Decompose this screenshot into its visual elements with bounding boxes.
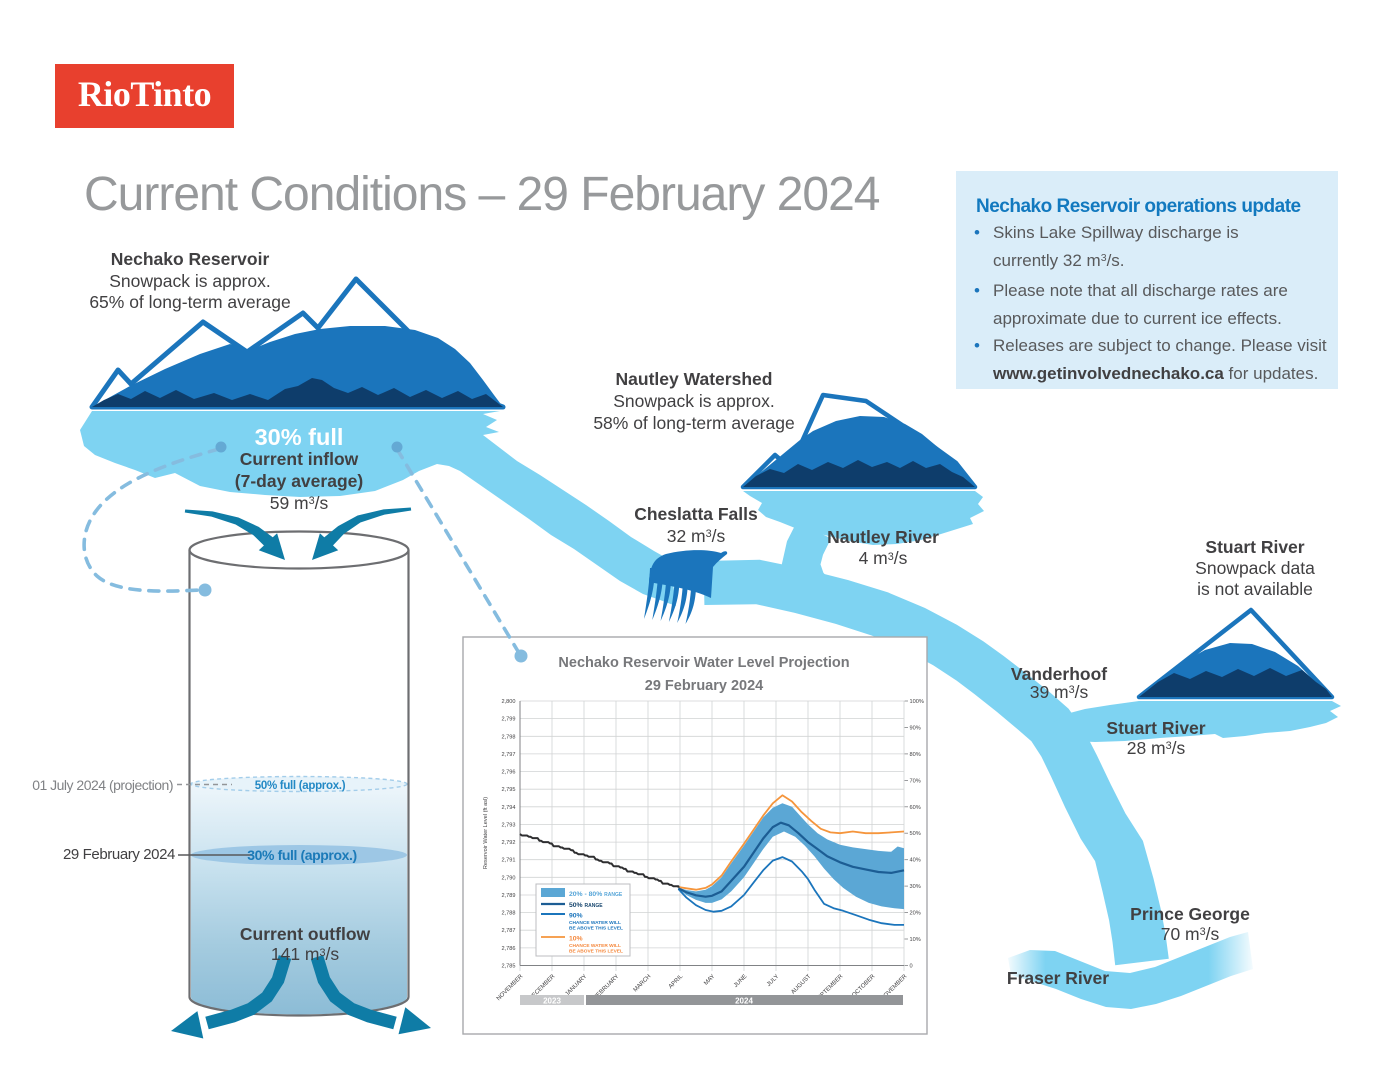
svg-text:BE ABOVE THIS LEVEL: BE ABOVE THIS LEVEL xyxy=(569,926,623,932)
svg-text:30%: 30% xyxy=(910,884,921,890)
svg-text:2,797: 2,797 xyxy=(502,752,516,758)
svg-text:2,788: 2,788 xyxy=(502,911,516,917)
svg-text:CHANCE WATER WILL: CHANCE WATER WILL xyxy=(569,943,621,949)
svg-text:10%: 10% xyxy=(910,937,921,943)
svg-text:Reservoir Water Level (ft asl): Reservoir Water Level (ft asl) xyxy=(483,797,489,869)
svg-text:2,798: 2,798 xyxy=(502,734,516,740)
svg-text:100%: 100% xyxy=(910,699,924,705)
svg-text:50% RANGE: 50% RANGE xyxy=(569,902,603,909)
svg-text:2,789: 2,789 xyxy=(502,893,516,899)
svg-text:60%: 60% xyxy=(910,805,921,811)
svg-text:90%: 90% xyxy=(569,913,583,920)
svg-text:2023: 2023 xyxy=(543,997,561,1006)
svg-text:BE ABOVE THIS LEVEL: BE ABOVE THIS LEVEL xyxy=(569,949,623,955)
svg-text:20% - 80% RANGE: 20% - 80% RANGE xyxy=(569,891,623,898)
svg-text:2,794: 2,794 xyxy=(502,805,516,811)
svg-text:2,791: 2,791 xyxy=(502,858,516,864)
svg-text:20%: 20% xyxy=(910,911,921,917)
svg-text:80%: 80% xyxy=(910,752,921,758)
svg-text:2,800: 2,800 xyxy=(502,699,516,705)
svg-text:40%: 40% xyxy=(910,858,921,864)
svg-text:2024: 2024 xyxy=(735,997,753,1006)
svg-text:2,793: 2,793 xyxy=(502,822,516,828)
svg-text:2,786: 2,786 xyxy=(502,946,516,952)
svg-text:10%: 10% xyxy=(569,936,583,943)
svg-text:CHANCE WATER WILL: CHANCE WATER WILL xyxy=(569,920,621,926)
svg-text:0: 0 xyxy=(910,964,913,970)
svg-text:2,795: 2,795 xyxy=(502,787,516,793)
svg-text:50%: 50% xyxy=(910,831,921,837)
svg-text:2,792: 2,792 xyxy=(502,840,516,846)
svg-text:70%: 70% xyxy=(910,778,921,784)
svg-text:2,785: 2,785 xyxy=(502,964,516,970)
svg-text:2,796: 2,796 xyxy=(502,770,516,776)
svg-text:90%: 90% xyxy=(910,726,921,732)
svg-text:2,790: 2,790 xyxy=(502,875,516,881)
svg-text:2,799: 2,799 xyxy=(502,717,516,723)
svg-text:2,787: 2,787 xyxy=(502,928,516,934)
